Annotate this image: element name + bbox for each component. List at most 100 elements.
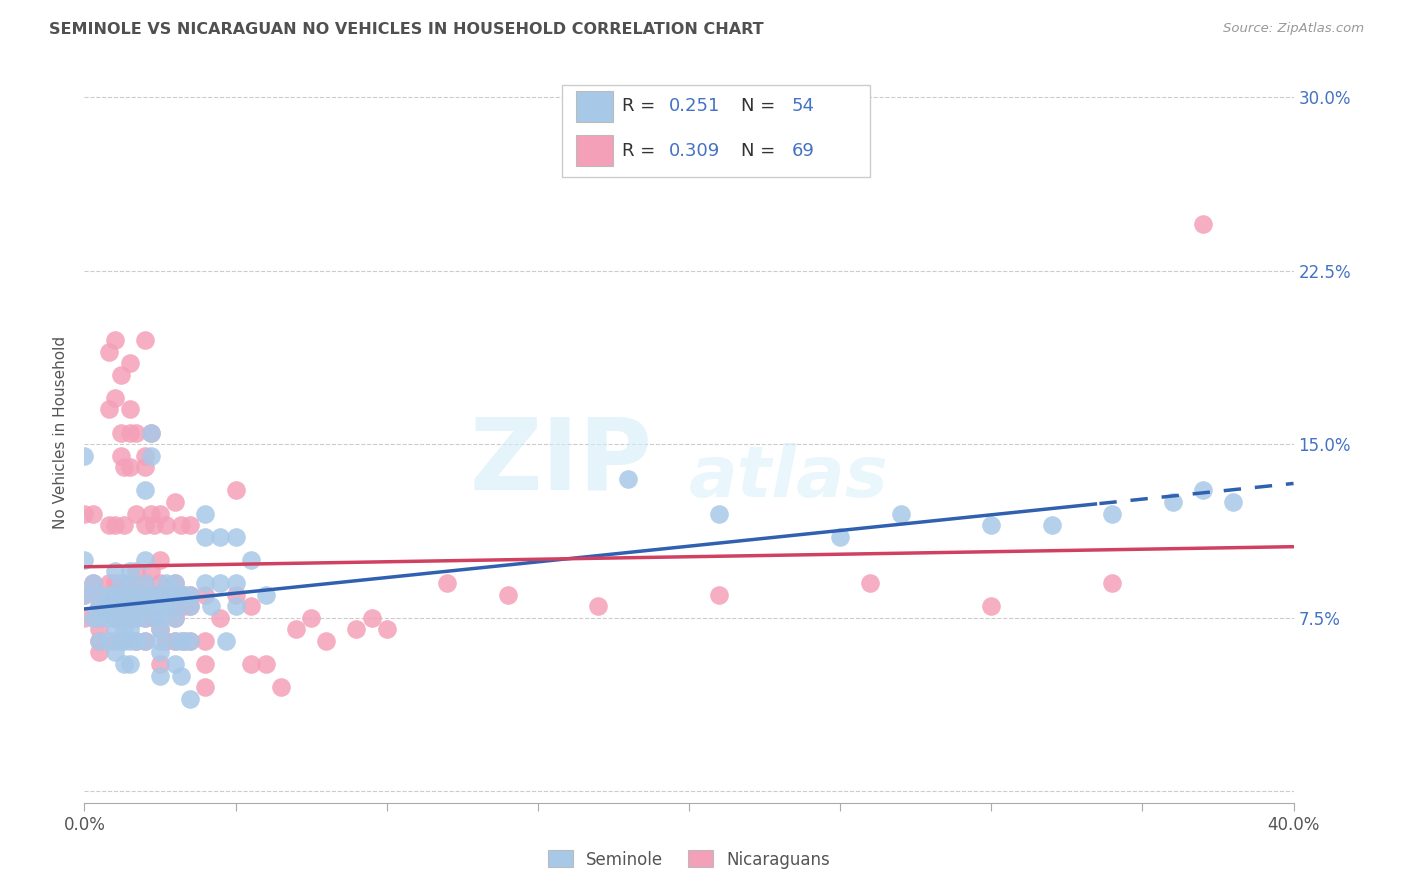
Point <box>179 633 201 648</box>
Point <box>89 645 111 659</box>
Point <box>134 633 156 648</box>
Point <box>125 611 148 625</box>
FancyBboxPatch shape <box>576 135 613 166</box>
Point <box>375 622 398 636</box>
Point <box>82 576 104 591</box>
Point <box>110 588 132 602</box>
Point <box>285 622 308 636</box>
Point <box>1101 576 1123 591</box>
Point <box>194 657 217 671</box>
Point <box>118 402 141 417</box>
Point <box>173 588 195 602</box>
Point <box>239 553 262 567</box>
Point <box>97 633 120 648</box>
Point <box>142 588 165 602</box>
Point <box>1101 507 1123 521</box>
Point <box>125 565 148 579</box>
Point <box>859 576 882 591</box>
Point <box>360 611 382 625</box>
Point <box>73 507 96 521</box>
Point <box>134 633 156 648</box>
Point <box>179 588 201 602</box>
Point <box>170 518 193 533</box>
Point <box>179 518 201 533</box>
Point <box>134 449 156 463</box>
Point <box>112 657 135 671</box>
Point <box>112 518 135 533</box>
Point <box>1192 483 1215 498</box>
Point <box>315 633 337 648</box>
Point <box>118 633 141 648</box>
Point <box>709 507 731 521</box>
Point <box>73 588 96 602</box>
Point <box>134 588 156 602</box>
Point <box>104 633 127 648</box>
Point <box>118 576 141 591</box>
Point <box>165 657 187 671</box>
Point <box>299 611 322 625</box>
Point <box>890 507 912 521</box>
Point <box>73 611 96 625</box>
Point <box>104 588 127 602</box>
Point <box>225 483 247 498</box>
Point <box>194 507 217 521</box>
Point <box>346 622 368 636</box>
Point <box>118 425 141 440</box>
Point <box>104 611 127 625</box>
Legend: Seminole, Nicaraguans: Seminole, Nicaraguans <box>548 850 830 869</box>
Point <box>170 668 193 682</box>
Point <box>194 530 217 544</box>
Point <box>104 645 127 659</box>
Point <box>239 599 262 614</box>
Point <box>173 588 195 602</box>
Text: atlas: atlas <box>689 442 889 511</box>
Point <box>155 588 177 602</box>
Point <box>104 622 127 636</box>
Point <box>170 588 193 602</box>
Point <box>112 588 135 602</box>
Point <box>73 553 96 567</box>
Point <box>97 588 120 602</box>
Point <box>134 553 156 567</box>
Text: R =: R = <box>623 97 655 115</box>
Point <box>134 333 156 347</box>
Point <box>97 518 120 533</box>
Point <box>118 622 141 636</box>
Point <box>139 565 162 579</box>
Point <box>225 599 247 614</box>
Point <box>89 622 111 636</box>
Point <box>82 611 104 625</box>
Point <box>980 599 1002 614</box>
Point <box>118 657 141 671</box>
Point <box>112 622 135 636</box>
Point <box>1192 218 1215 232</box>
Point <box>173 633 195 648</box>
Point <box>155 588 177 602</box>
Point <box>1161 495 1184 509</box>
Point <box>110 449 132 463</box>
Point <box>125 633 148 648</box>
Point <box>110 633 132 648</box>
Point <box>89 633 111 648</box>
Point <box>118 599 141 614</box>
Text: N =: N = <box>741 142 775 160</box>
Point <box>165 599 187 614</box>
Point <box>112 611 135 625</box>
Point <box>97 611 120 625</box>
Point <box>617 472 640 486</box>
FancyBboxPatch shape <box>576 91 613 121</box>
Point <box>134 599 156 614</box>
Point <box>89 633 111 648</box>
Point <box>134 599 156 614</box>
Point <box>1040 518 1063 533</box>
Text: R =: R = <box>623 142 655 160</box>
Point <box>73 449 96 463</box>
Point <box>149 668 172 682</box>
Point <box>118 588 141 602</box>
Point <box>118 356 141 370</box>
Point <box>118 588 141 602</box>
Text: SEMINOLE VS NICARAGUAN NO VEHICLES IN HOUSEHOLD CORRELATION CHART: SEMINOLE VS NICARAGUAN NO VEHICLES IN HO… <box>49 22 763 37</box>
Point <box>104 565 127 579</box>
Point <box>209 576 232 591</box>
Point <box>165 599 187 614</box>
